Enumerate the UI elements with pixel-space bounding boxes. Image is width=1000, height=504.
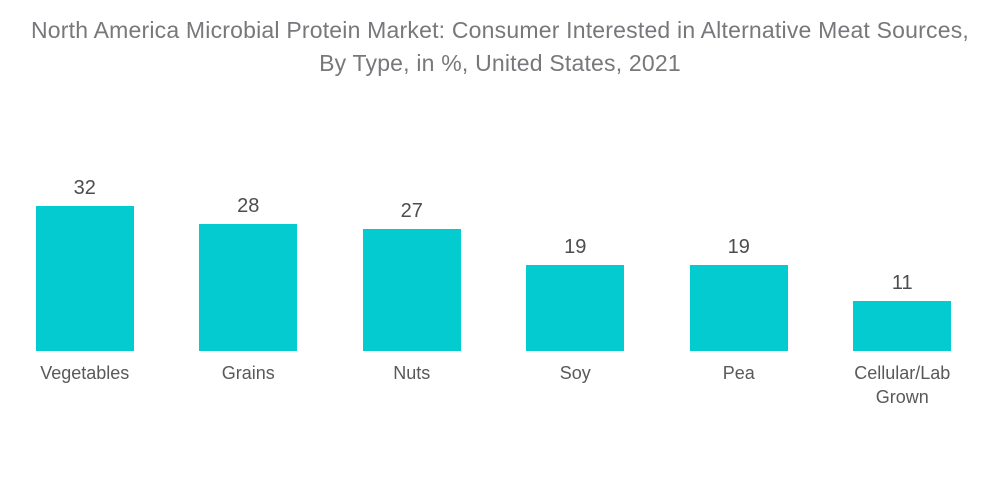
bar-chart-plot-area: 32 Vegetables 28 Grains 27 Nuts 19 Soy 1… — [3, 0, 984, 409]
bar-column: 11 Cellular/Lab Grown — [821, 0, 985, 409]
bar-rect — [853, 301, 952, 351]
bar-value-label: 32 — [73, 177, 96, 199]
bar-value-label: 19 — [727, 236, 750, 258]
bar-value-label: 11 — [891, 272, 913, 294]
bar-stack: 28 — [167, 0, 331, 351]
bar-category-label: Nuts — [393, 363, 431, 383]
bar-category-label: Pea — [722, 363, 755, 383]
chart-title: North America Microbial Protein Market: … — [0, 14, 1000, 80]
bar-rect — [526, 265, 625, 351]
bar-rect — [35, 206, 134, 351]
bar-rect — [199, 224, 298, 351]
bar-stack: 11 — [821, 0, 985, 351]
bar-stack: 19 — [494, 0, 658, 351]
bar-column: 19 Soy — [494, 0, 658, 409]
bar-category-label: Vegetables — [40, 363, 130, 383]
bar-stack: 32 — [3, 0, 167, 351]
bar-column: 32 Vegetables — [3, 0, 167, 409]
bar-value-label: 27 — [400, 200, 423, 222]
bar-value-label: 28 — [237, 195, 260, 217]
bar-column: 19 Pea — [657, 0, 821, 409]
chart-title-line-2: By Type, in %, United States, 2021 — [319, 50, 681, 76]
bar-column: 28 Grains — [167, 0, 331, 409]
bar-stack: 27 — [330, 0, 494, 351]
bar-category-label: Cellular/Lab Grown — [854, 363, 951, 407]
bar-stack: 19 — [657, 0, 821, 351]
bar-rect — [689, 265, 788, 351]
bar-column: 27 Nuts — [330, 0, 494, 409]
bar-value-label: 19 — [564, 236, 587, 258]
bar-rect — [362, 229, 461, 351]
chart-title-line-1: North America Microbial Protein Market: … — [31, 17, 969, 43]
bar-category-label: Grains — [221, 363, 275, 383]
bar-category-label: Soy — [559, 363, 591, 383]
